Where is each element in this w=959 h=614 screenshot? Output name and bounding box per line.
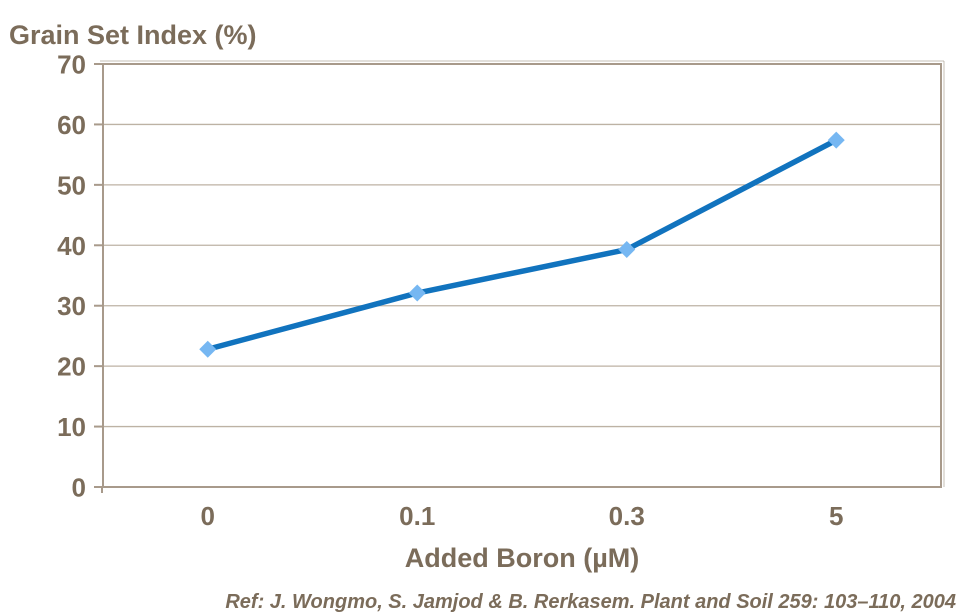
data-point-marker <box>827 131 845 149</box>
y-tick-label: 20 <box>57 352 86 382</box>
data-point-marker <box>618 241 636 259</box>
plot-border <box>102 63 942 488</box>
data-point-marker <box>408 284 426 302</box>
x-axis-title: Added Boron (µM) <box>404 543 640 573</box>
series-line <box>205 137 839 352</box>
y-tick-label: 0 <box>72 473 86 503</box>
x-tick-label: 0.3 <box>609 501 645 531</box>
y-tick-label: 30 <box>57 291 86 321</box>
citation-text: Ref: J. Wongmo, S. Jamjod & B. Rerkasem.… <box>225 591 956 613</box>
x-tick-label: 0.1 <box>399 501 435 531</box>
x-tick-label: 0 <box>201 501 215 531</box>
x-tick-label: 5 <box>829 501 843 531</box>
y-tick-label: 70 <box>57 50 86 80</box>
chart-title: Grain Set Index (%) <box>9 20 257 50</box>
y-tick-label: 40 <box>57 231 86 261</box>
data-point-marker <box>199 340 217 358</box>
y-tick-label: 10 <box>57 412 86 442</box>
y-tick-label: 60 <box>57 110 86 140</box>
y-tick-label: 50 <box>57 170 86 200</box>
